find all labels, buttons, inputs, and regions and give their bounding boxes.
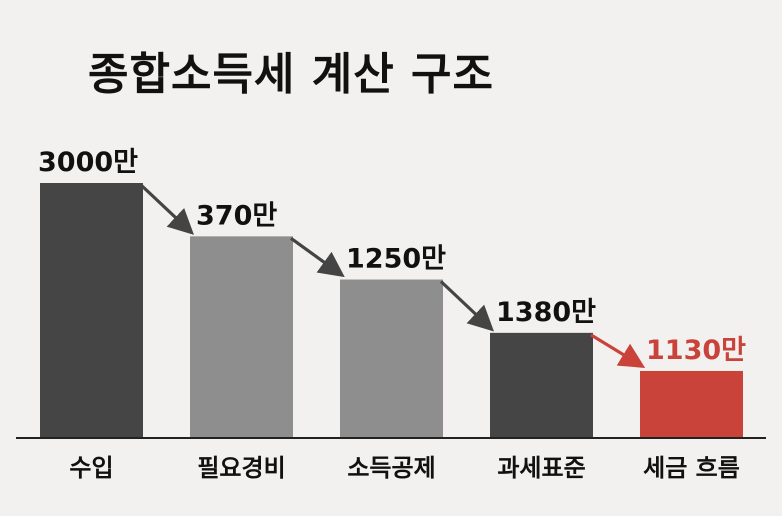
- value-label-4: 1380만: [496, 297, 596, 328]
- value-label-2: 370만: [196, 200, 277, 231]
- flow-arrow-1: [139, 183, 194, 235]
- bar-5: [640, 370, 743, 437]
- flow-arrow-4: [590, 333, 646, 368]
- flow-arrow-2: [290, 237, 345, 278]
- bar-4: [490, 332, 593, 437]
- category-label-3: 소득공제: [347, 454, 435, 482]
- bar-2: [190, 236, 293, 437]
- value-label-5: 1130만: [646, 335, 746, 366]
- category-label-2: 필요경비: [197, 454, 285, 482]
- bar-1: [40, 183, 143, 437]
- category-label-5: 세금 흐름: [643, 454, 740, 482]
- value-label-1: 3000만: [38, 147, 138, 178]
- bar-3: [340, 279, 443, 437]
- flow-arrow-3: [439, 280, 494, 332]
- category-label-1: 수입: [69, 454, 113, 482]
- chart-title: 종합소득세 계산 구조: [88, 49, 494, 100]
- category-label-4: 과세표준: [497, 454, 585, 482]
- value-label-3: 1250만: [346, 244, 446, 275]
